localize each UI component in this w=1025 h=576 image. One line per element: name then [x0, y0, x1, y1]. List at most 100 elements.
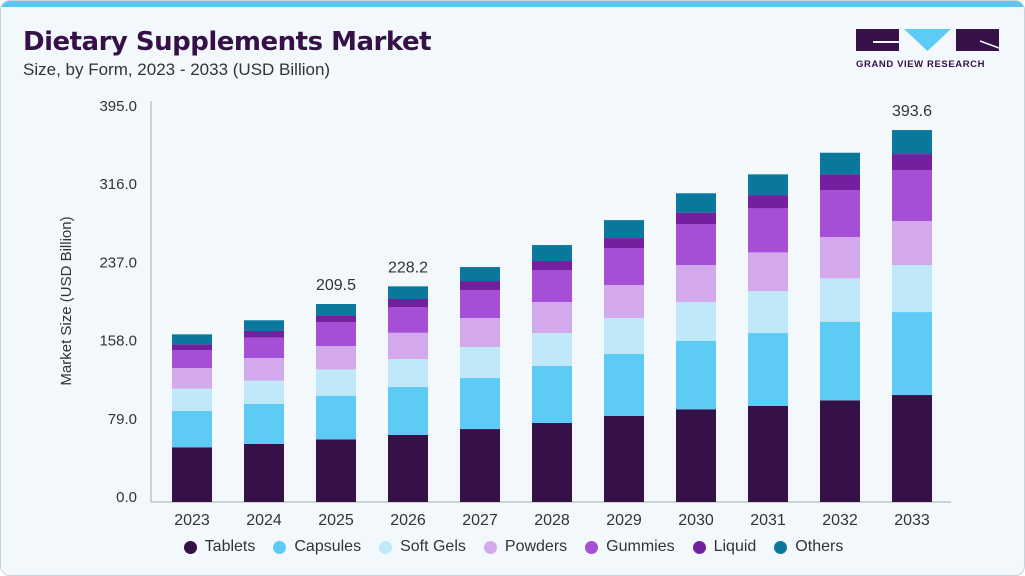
bar-segment-liquid-2027	[460, 281, 500, 291]
legend-label: Others	[795, 538, 844, 555]
bar-segment-others-2030	[676, 193, 716, 213]
legend-item: Gummies	[585, 538, 675, 556]
bar-segment-gummies-2023	[172, 350, 212, 368]
legend-label: Liquid	[713, 538, 757, 555]
legend-item: Capsules	[273, 538, 361, 556]
bar-segment-capsules-2029	[604, 354, 644, 417]
bar-segment-capsules-2028	[532, 366, 572, 423]
y-tick-label: 0.0	[116, 489, 137, 506]
bar-segment-tablets-2027	[460, 429, 500, 502]
bar-segment-tablets-2024	[244, 443, 284, 502]
legend-item: Tablets	[183, 538, 255, 556]
bar-segment-liquid-2028	[532, 261, 572, 271]
legend-marker	[183, 540, 197, 554]
legend-item: Liquid	[692, 538, 757, 556]
bar-segment-gummies-2032	[820, 190, 860, 238]
legend-label: Capsules	[294, 538, 362, 555]
chart-title: Dietary Supplements Market	[23, 27, 432, 57]
legend-marker	[379, 540, 393, 554]
bar-segment-soft-gels-2024	[244, 380, 284, 405]
bar-segment-powders-2026	[388, 332, 428, 360]
bar-segment-others-2027	[460, 267, 500, 282]
bar-segment-others-2029	[604, 220, 644, 239]
bar-segment-soft-gels-2023	[172, 388, 212, 411]
bar-segment-capsules-2027	[460, 378, 500, 430]
bar-segment-capsules-2023	[172, 410, 212, 448]
bar-segment-capsules-2026	[388, 386, 428, 435]
bar-segment-capsules-2024	[244, 404, 284, 444]
bar-segment-tablets-2025	[316, 439, 356, 502]
bar-segment-soft-gels-2027	[460, 347, 500, 379]
bar-segment-powders-2029	[604, 285, 644, 319]
bar-segment-tablets-2028	[532, 422, 572, 502]
chart-subtitle: Size, by Form, 2023 - 2033 (USD Billion)	[23, 60, 331, 79]
legend-label: Gummies	[606, 538, 675, 555]
bar-segment-capsules-2033	[892, 312, 932, 396]
bar-segment-tablets-2033	[892, 395, 932, 502]
bar-segment-soft-gels-2031	[748, 291, 788, 334]
bar-segment-capsules-2025	[316, 395, 356, 440]
x-tick-label: 2030	[678, 512, 714, 529]
bar-segment-powders-2027	[460, 318, 500, 348]
bar-segment-gummies-2029	[604, 248, 644, 286]
x-tick-label: 2029	[606, 512, 642, 529]
legend-marker	[692, 540, 706, 554]
total-value-label: 393.6	[892, 103, 932, 120]
bar-segment-others-2031	[748, 174, 788, 196]
bar-segment-gummies-2024	[244, 337, 284, 358]
bar-segment-gummies-2031	[748, 208, 788, 253]
bar-segment-tablets-2032	[820, 400, 860, 502]
bar-segment-tablets-2030	[676, 409, 716, 502]
bar-segment-liquid-2024	[244, 330, 284, 338]
total-value-label: 209.5	[316, 277, 356, 294]
bar-segment-others-2023	[172, 334, 212, 345]
bar-segment-liquid-2033	[892, 154, 932, 171]
bar-segment-powders-2032	[820, 237, 860, 279]
bar-segment-liquid-2030	[676, 212, 716, 225]
bar-segment-powders-2031	[748, 252, 788, 292]
bar-segment-liquid-2029	[604, 238, 644, 249]
bar-segment-soft-gels-2033	[892, 265, 932, 313]
legend-item: Powders	[483, 538, 568, 556]
bar-segment-tablets-2031	[748, 405, 788, 502]
bar-segment-gummies-2027	[460, 290, 500, 319]
y-axis-title: Market Size (USD Billion)	[58, 216, 75, 385]
y-tick-label: 395.0	[99, 98, 137, 115]
bar-segment-liquid-2031	[748, 195, 788, 209]
bar-segment-gummies-2025	[316, 321, 356, 346]
bar-segment-powders-2030	[676, 264, 716, 302]
legend-item: Others	[774, 538, 843, 556]
bar-segment-gummies-2028	[532, 270, 572, 303]
legend-label: Soft Gels	[400, 538, 466, 555]
bar-segment-capsules-2030	[676, 340, 716, 410]
x-tick-label: 2032	[822, 512, 858, 529]
bar-segment-gummies-2033	[892, 170, 932, 222]
x-tick-label: 2024	[246, 512, 282, 529]
bar-segment-soft-gels-2025	[316, 369, 356, 396]
bar-segment-others-2033	[892, 130, 932, 155]
bar-segment-capsules-2031	[748, 333, 788, 406]
bar-segment-powders-2023	[172, 367, 212, 389]
bar-segment-soft-gels-2030	[676, 301, 716, 341]
x-tick-label: 2026	[390, 512, 426, 529]
bar-segment-others-2032	[820, 152, 860, 175]
legend-label: Powders	[504, 538, 568, 555]
x-tick-label: 2027	[462, 512, 498, 529]
bar-segment-powders-2033	[892, 221, 932, 266]
bar-segment-tablets-2026	[388, 434, 428, 502]
logo-text: GRAND VIEW RESEARCH	[856, 59, 986, 70]
bar-segment-soft-gels-2029	[604, 318, 644, 355]
bar-segment-tablets-2029	[604, 416, 644, 502]
legend-marker	[585, 540, 599, 554]
bar-segment-powders-2025	[316, 345, 356, 370]
y-tick-label: 316.0	[99, 176, 137, 193]
x-tick-label: 2023	[174, 512, 210, 529]
bar-segment-soft-gels-2026	[388, 359, 428, 387]
bar-segment-soft-gels-2032	[820, 278, 860, 322]
x-tick-label: 2025	[318, 512, 354, 529]
x-tick-label: 2028	[534, 512, 570, 529]
bar-segment-others-2026	[388, 286, 428, 300]
bar-segment-gummies-2030	[676, 224, 716, 265]
